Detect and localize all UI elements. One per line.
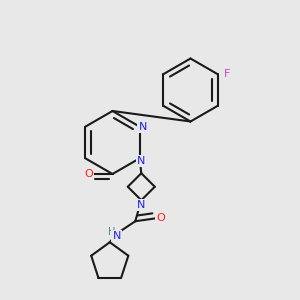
Text: H: H <box>108 227 115 237</box>
Text: N: N <box>137 200 146 210</box>
Text: O: O <box>84 169 93 179</box>
Text: N: N <box>137 156 146 166</box>
Text: O: O <box>156 213 165 223</box>
Text: F: F <box>224 69 230 79</box>
Text: N: N <box>112 231 121 241</box>
Text: N: N <box>139 122 147 132</box>
